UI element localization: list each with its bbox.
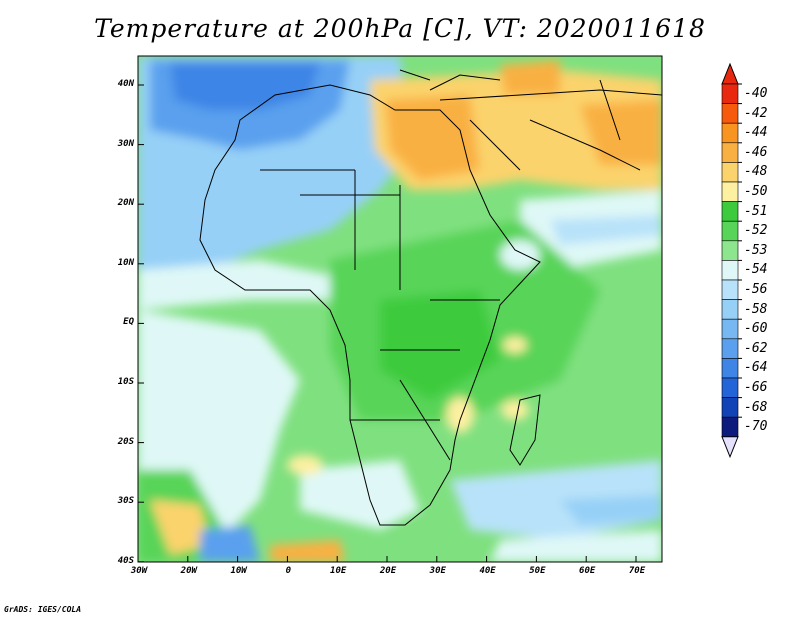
axis-ticks: [137, 84, 637, 563]
x-tick-label: 50E: [529, 566, 546, 576]
colorbar-swatch: [721, 416, 739, 438]
map-title: Temperature at 200hPa [C], VT: 202001161…: [94, 14, 706, 43]
colorbar-swatch: [721, 122, 739, 144]
coastline: [199, 69, 662, 526]
colorbar-swatch: [721, 260, 739, 281]
x-tick-label: 10E: [330, 566, 347, 576]
colorbar-label: -64: [744, 360, 768, 376]
colorbar-swatch: [721, 318, 739, 340]
x-tick-label: 30E: [429, 566, 446, 576]
colorbar-label: -58: [744, 301, 768, 317]
colorbar-swatch: [721, 181, 739, 202]
x-tick-label: 30W: [130, 566, 148, 576]
colorbar-over-triangle: [721, 62, 739, 85]
colorbar-label: -48: [744, 164, 768, 180]
colorbar-label: -68: [744, 399, 768, 415]
colorbar-swatch: [721, 201, 739, 222]
colorbar-swatch: [721, 83, 739, 104]
colorbar-swatch: [721, 397, 739, 418]
colorbar-label: -44: [744, 125, 768, 141]
x-tick-label: 0: [285, 566, 292, 576]
colorbar-swatch: [721, 142, 739, 163]
x-tick-label: 70E: [628, 566, 646, 576]
map-frame: [137, 55, 663, 563]
colorbar-swatch: [721, 338, 739, 359]
colorbar-under-triangle: [721, 436, 739, 459]
colorbar-label: -60: [744, 321, 768, 337]
colorbar-swatch: [721, 220, 739, 242]
x-tick-label: 10W: [230, 566, 247, 576]
x-tick-label: 40E: [479, 566, 496, 576]
colorbar-swatch: [721, 377, 739, 398]
colorbar-label: -54: [744, 262, 768, 278]
colorbar-swatch: [721, 162, 739, 183]
x-tick-label: 20E: [379, 566, 397, 576]
y-tick-label: 20N: [117, 198, 134, 209]
y-tick-label: 30S: [117, 496, 134, 507]
y-tick-label: 10N: [117, 257, 134, 268]
y-tick-label: 10S: [117, 377, 134, 387]
colorbar-label: -52: [744, 223, 768, 239]
y-tick-label: 30N: [117, 138, 134, 149]
y-tick-label: 40S: [117, 555, 134, 566]
colorbar-swatch: [721, 358, 739, 379]
colorbar-swatch: [721, 240, 739, 261]
x-tick-label: 60E: [579, 566, 596, 576]
grads-credit: GrADS: IGES/COLA: [4, 605, 82, 614]
y-tick-label: EQ: [123, 317, 134, 328]
colorbar-label: -42: [744, 105, 768, 121]
colorbar-label: -62: [744, 340, 768, 356]
colorbar: [721, 62, 742, 459]
colorbar-label: -70: [744, 419, 768, 435]
colorbar-swatch: [721, 103, 739, 124]
colorbar-swatch: [721, 299, 739, 320]
colorbar-label: -66: [744, 380, 768, 395]
colorbar-label: -46: [744, 144, 768, 160]
colorbar-swatch: [721, 279, 739, 300]
x-tick-label: 20W: [180, 566, 197, 576]
y-tick-label: 20S: [117, 436, 134, 447]
colorbar-label: -53: [744, 242, 768, 258]
colorbar-label: -56: [744, 282, 768, 297]
y-tick-label: 40N: [117, 79, 134, 89]
colorbar-label: -50: [744, 184, 768, 199]
colorbar-label: -40: [744, 86, 768, 101]
colorbar-label: -51: [744, 203, 768, 219]
temperature-field: [138, 56, 662, 562]
